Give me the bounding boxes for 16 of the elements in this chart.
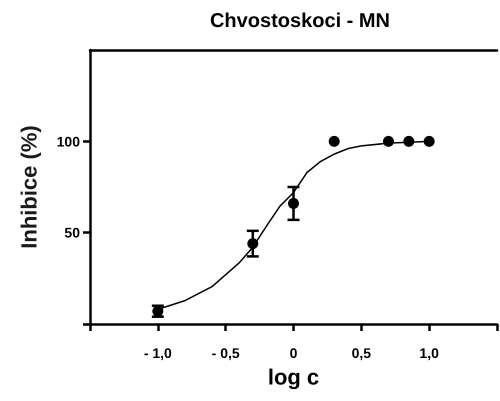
x-tick-label: 0,5: [352, 345, 372, 361]
x-tick-label: - 0,5: [212, 345, 240, 361]
x-tick-label: 1,0: [419, 345, 440, 361]
chart-title: Chvostoskoci - MN: [210, 10, 390, 32]
point: [328, 136, 340, 147]
point: [424, 136, 435, 147]
point: [247, 238, 258, 250]
point: [288, 198, 299, 209]
point: [403, 136, 414, 147]
x-axis-title: log c: [268, 364, 320, 390]
y-axis-title: Inhibice (%): [16, 125, 42, 249]
point: [382, 136, 394, 147]
y-tick-label: 50: [64, 224, 80, 241]
x-tick-label: - 1,0: [144, 345, 172, 361]
y-tick-label: 100: [56, 133, 80, 150]
x-tick-label: 0: [290, 345, 298, 361]
